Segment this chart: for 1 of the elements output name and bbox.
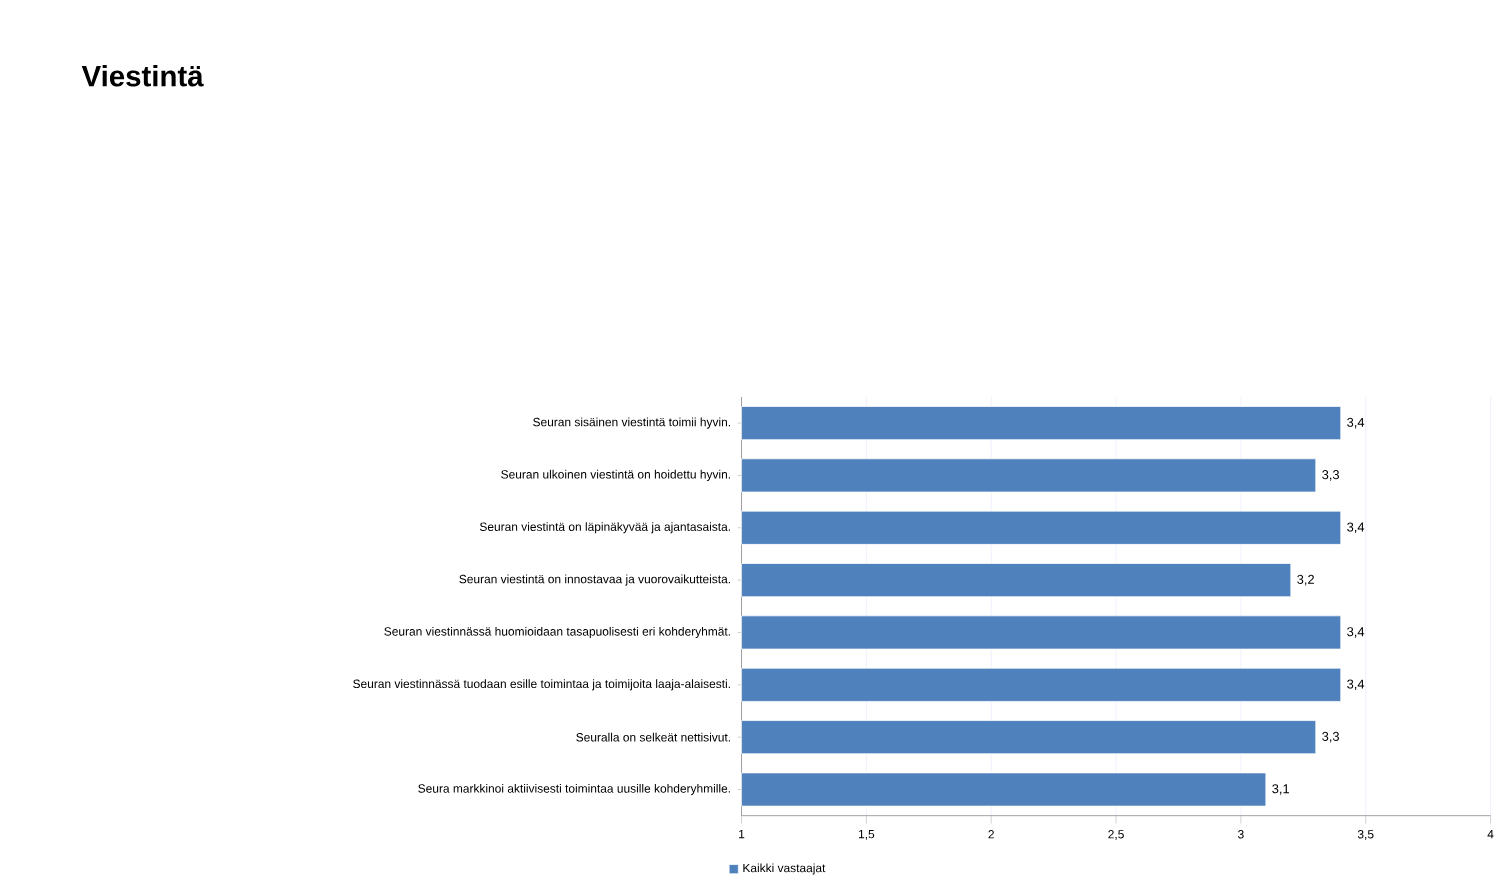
text: Viestintä <box>81 64 204 87</box>
